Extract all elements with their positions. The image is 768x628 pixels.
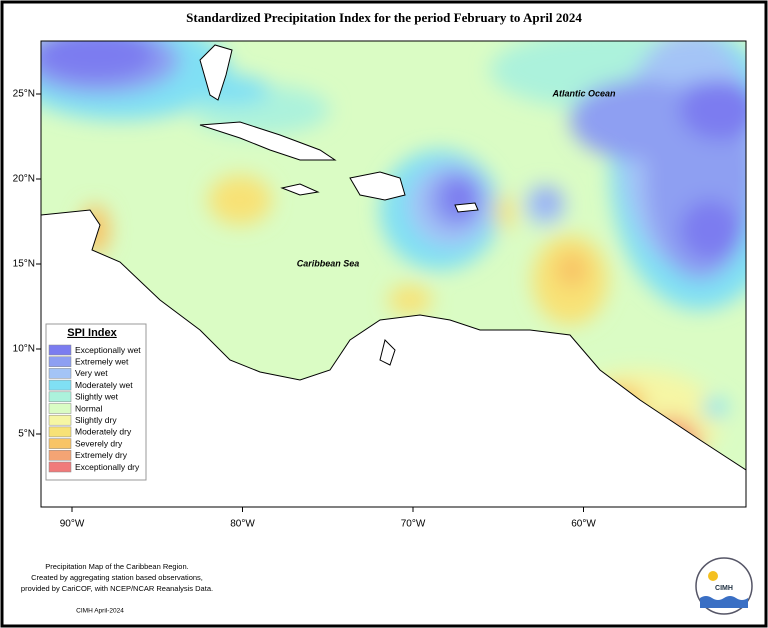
logo-waves (700, 596, 748, 608)
map-title: Standardized Precipitation Index for the… (186, 10, 582, 25)
footer-line: Precipitation Map of the Caribbean Regio… (45, 562, 188, 571)
legend-label: Normal (75, 403, 103, 413)
region-label: Atlantic Ocean (551, 88, 616, 98)
legend-swatch (48, 450, 72, 461)
land (41, 44, 746, 507)
map-area (41, 41, 746, 507)
legend-label: Moderately dry (75, 427, 132, 437)
logo: CIMH (695, 557, 753, 615)
region-label: Caribbean Sea (297, 258, 360, 268)
lon-tick-label: 60°W (571, 519, 596, 530)
lat-tick-label: 10°N (13, 344, 35, 355)
legend-swatch (48, 356, 72, 367)
lat-tick-label: 20°N (13, 174, 35, 185)
lat-tick-label: 25°N (13, 89, 35, 100)
legend-swatch (48, 426, 72, 438)
spi-zone (41, 41, 155, 80)
legend-swatch (48, 403, 72, 414)
map-border (40, 40, 747, 508)
spi-zone (570, 80, 710, 160)
legend-title: SPI Index (67, 327, 117, 339)
legend-label: Exceptionally dry (75, 462, 140, 472)
legend-swatch (48, 344, 72, 356)
legend-swatch (48, 391, 72, 403)
legend-swatch (48, 379, 72, 391)
spi-zone (538, 190, 558, 210)
legend-swatch (48, 438, 72, 449)
legend-swatch (48, 461, 72, 473)
logo-sun (708, 571, 718, 581)
legend-swatch (48, 414, 72, 426)
legend-label: Slightly dry (75, 415, 117, 425)
spi-field (41, 41, 746, 500)
spi-zone (190, 75, 270, 105)
spi-zone (208, 175, 272, 225)
spi-zone (680, 80, 746, 140)
lat-tick-label: 15°N (13, 259, 35, 270)
legend-label: Extremely dry (75, 450, 128, 460)
footer-line: provided by CariCOF, with NCEP/NCAR Rean… (21, 584, 213, 593)
spi-zone (680, 200, 740, 260)
legend-swatch (48, 368, 72, 379)
lon-tick-label: 80°W (230, 519, 255, 530)
legend-label: Exceptionally wet (75, 345, 141, 355)
footer-line: Created by aggregating station based obs… (31, 573, 203, 582)
footer-credit: CIMH April-2024 (76, 608, 124, 615)
spi-zone (556, 252, 588, 288)
legend-label: Severely dry (75, 438, 123, 448)
lat-tick-label: 5°N (18, 429, 35, 440)
lon-tick-label: 70°W (401, 519, 426, 530)
spi-zone (388, 285, 432, 315)
legend-label: Extremely wet (75, 356, 129, 366)
legend-label: Moderately wet (75, 380, 133, 390)
spi-zone (703, 398, 727, 418)
legend-label: Very wet (75, 368, 108, 378)
lon-tick-label: 90°W (60, 519, 85, 530)
logo-text: CIMH (715, 585, 733, 592)
legend-label: Slightly wet (75, 392, 119, 402)
spi-zone (495, 194, 515, 230)
